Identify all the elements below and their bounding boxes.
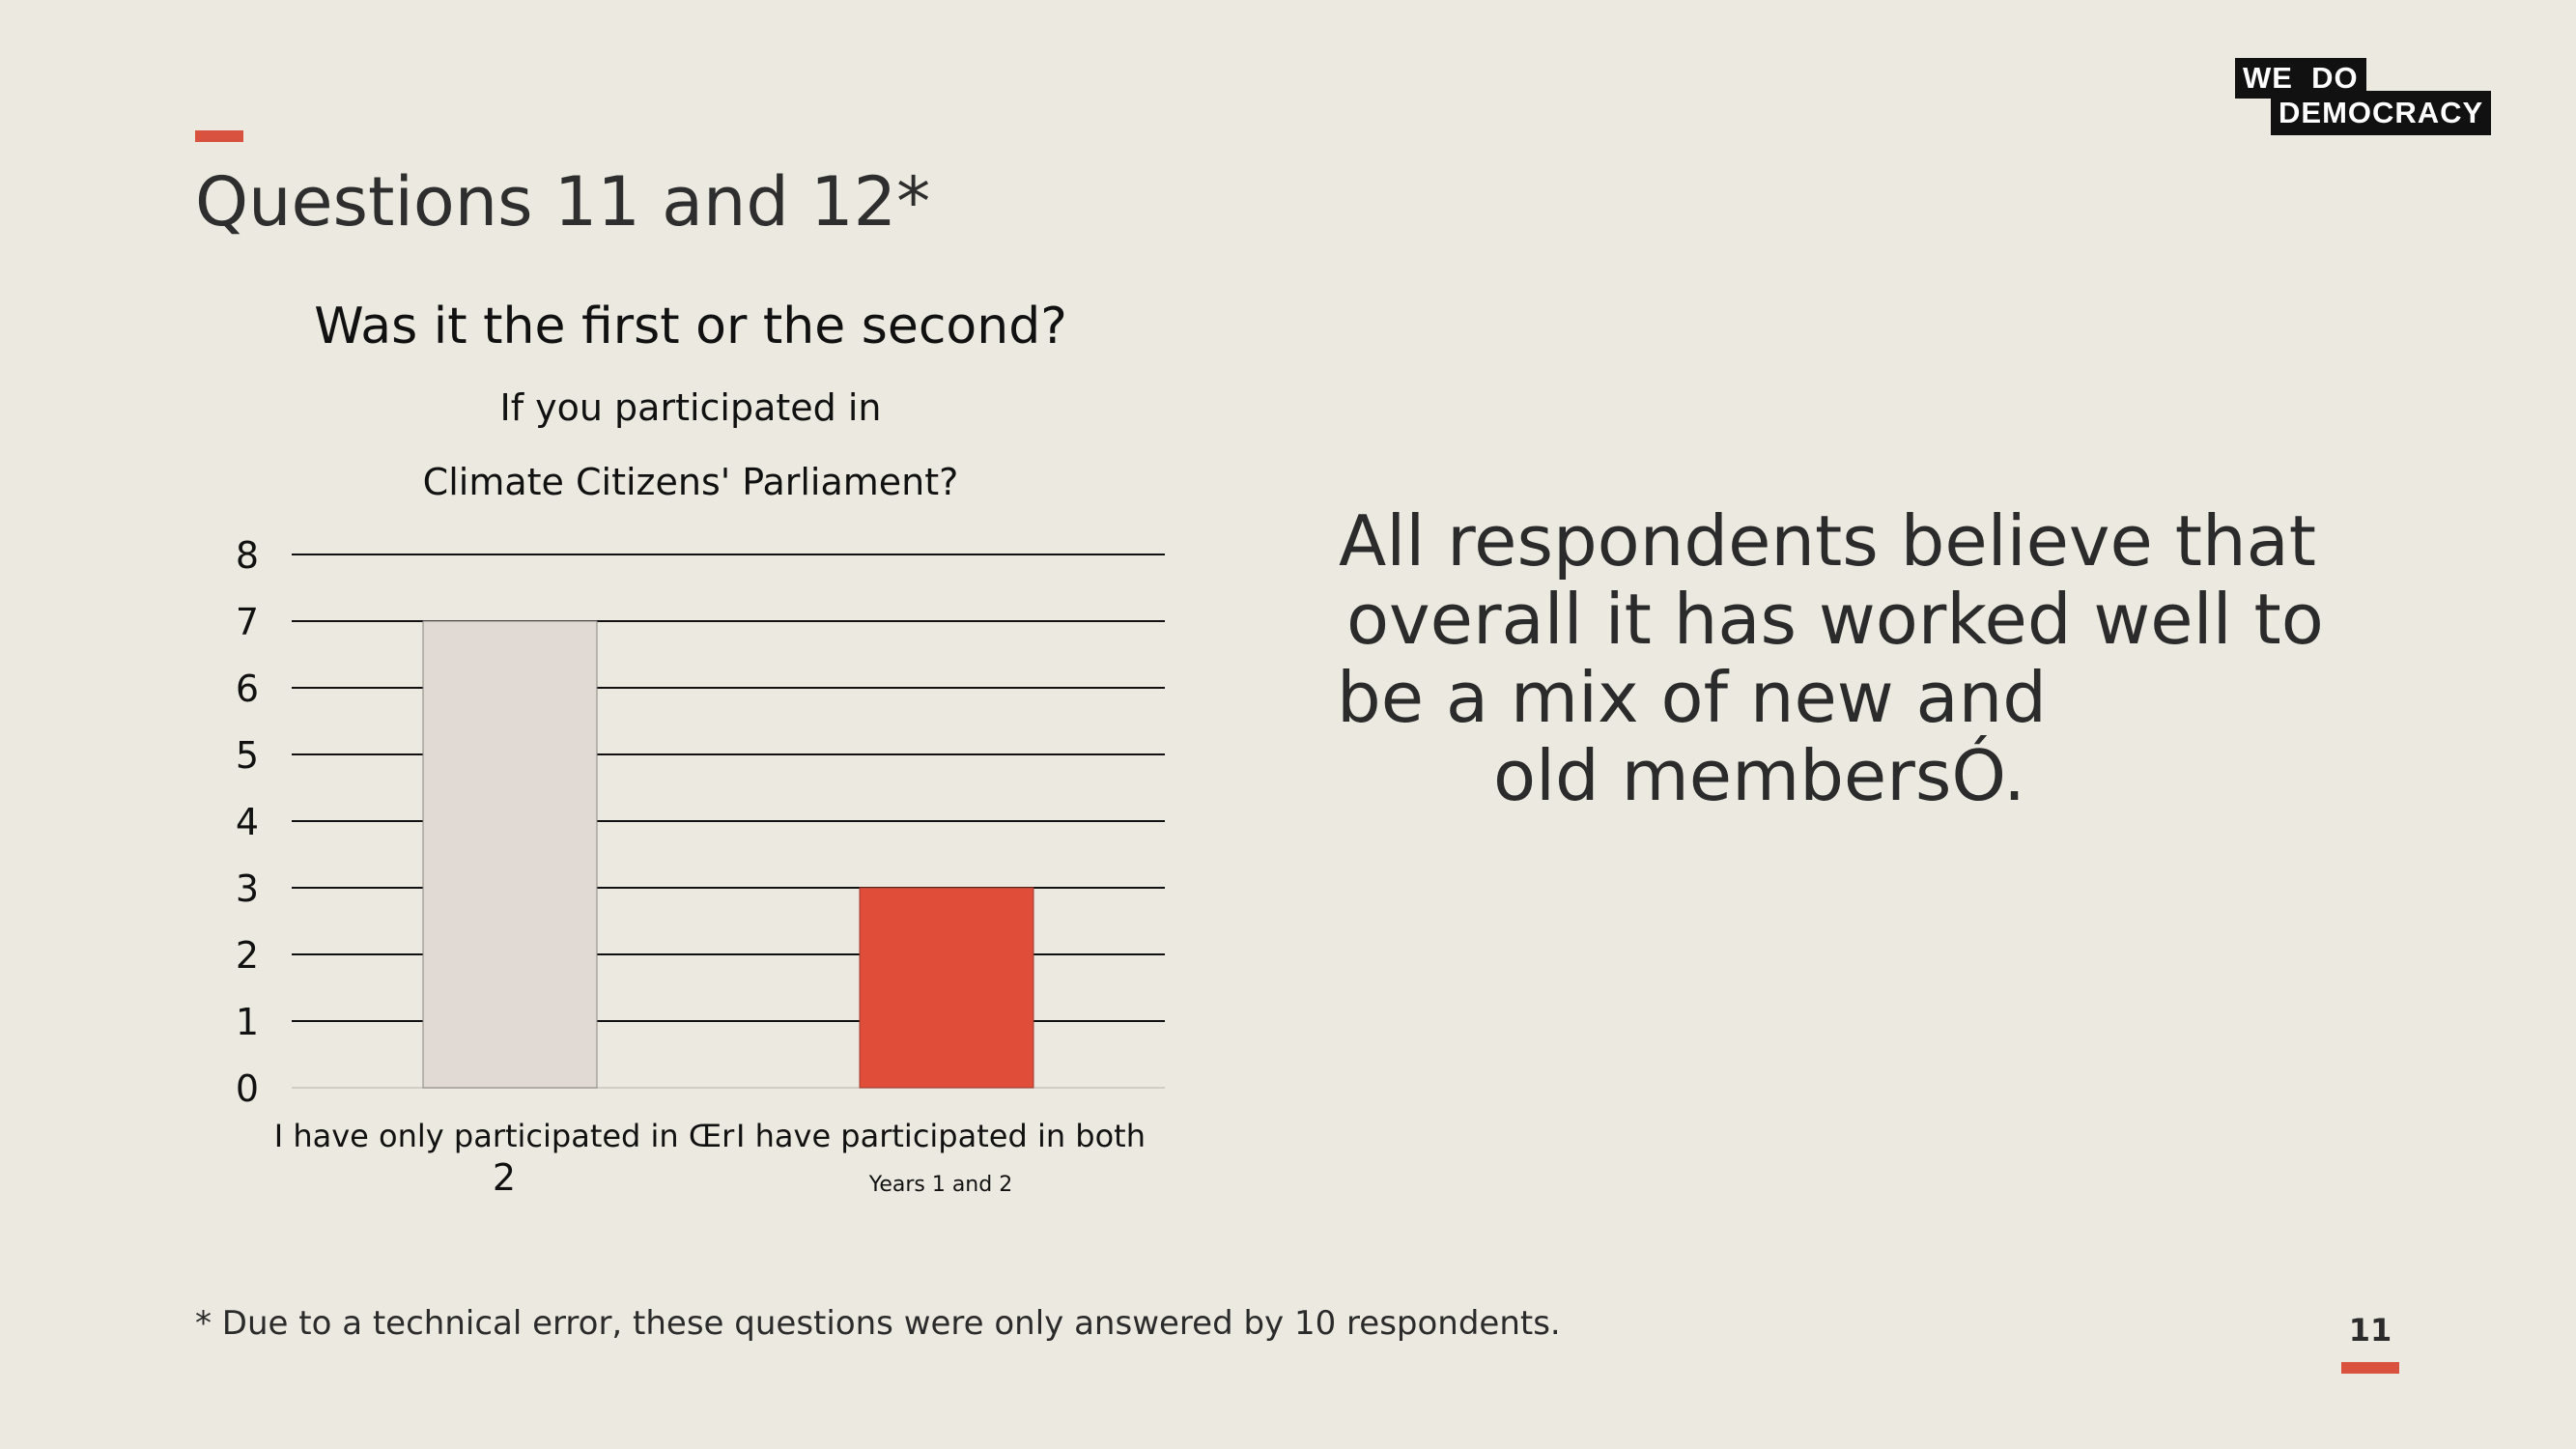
y-tick-label: 5 (236, 734, 259, 777)
quote-line-4: old membersÓ. (1493, 735, 2025, 816)
y-tick-label: 6 (236, 668, 259, 710)
y-tick-label: 3 (236, 867, 259, 910)
title-accent-bar (195, 130, 243, 142)
bar (422, 620, 598, 1089)
chart-title: Was it the first or the second? (314, 298, 1067, 355)
y-tick-label: 1 (236, 1001, 259, 1043)
x-category-label: I have participated in both (736, 1118, 1146, 1154)
x-category-label: Years 1 and 2 (868, 1173, 1012, 1197)
x-category-label: 2 (493, 1156, 516, 1199)
chart-subtitle-line-2: Climate Citizens' Parliament? (422, 461, 959, 503)
logo-line-2: DEMOCRACY (2271, 91, 2492, 135)
y-tick-label: 0 (236, 1067, 259, 1110)
x-category-label: I have only participated in Œr (274, 1118, 735, 1154)
y-tick-label: 8 (236, 534, 259, 577)
y-tick-label: 7 (236, 601, 259, 643)
respondents-quote: All respondents believe that overall it … (1333, 500, 2324, 816)
chart-subtitle-line-1: If you participated in (499, 386, 882, 429)
y-tick-label: 2 (236, 934, 259, 977)
bar (859, 887, 1034, 1089)
footnote: * Due to a technical error, these questi… (195, 1304, 1561, 1343)
page-number-accent-bar (2341, 1362, 2399, 1374)
quote-line-1: All respondents believe that (1339, 500, 2316, 582)
page-number: 11 (2348, 1312, 2392, 1349)
y-tick-label: 4 (236, 801, 259, 843)
quote-line-3: be a mix of new and (1337, 657, 2047, 738)
page-title: Questions 11 and 12* (195, 162, 931, 242)
we-do-democracy-logo: WE DO DEMOCRACY (2235, 58, 2500, 137)
quote-line-2: overall it has worked well to (1346, 579, 2324, 660)
